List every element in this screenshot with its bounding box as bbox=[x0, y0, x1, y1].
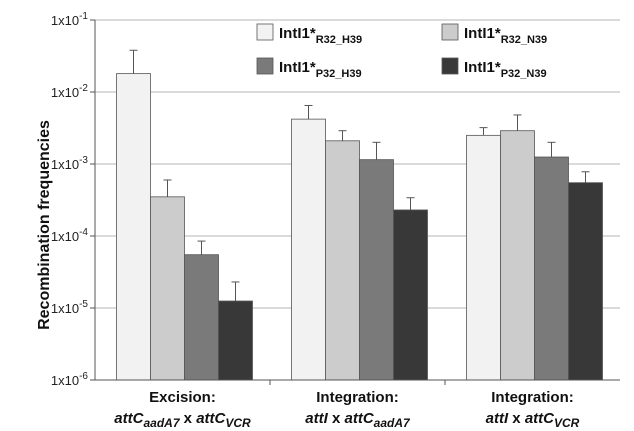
legend-label: IntI1*R32_H39 bbox=[279, 25, 362, 46]
y-tick-label: 1x10-5 bbox=[51, 299, 89, 316]
y-tick-label: 1x10-1 bbox=[51, 11, 89, 28]
bar bbox=[466, 134, 501, 381]
category-sublabel: attI x attCVCR bbox=[486, 410, 580, 430]
bar bbox=[218, 300, 253, 381]
bar bbox=[393, 209, 428, 381]
bar bbox=[534, 156, 569, 381]
category-sublabel: attI x attCaadA7 bbox=[305, 410, 411, 430]
bar bbox=[325, 140, 360, 381]
bar bbox=[500, 130, 535, 381]
category-label: Integration: bbox=[316, 389, 399, 406]
legend-swatch bbox=[441, 23, 459, 41]
category-label: Excision: bbox=[149, 389, 216, 406]
legend: IntI1*R32_H39 IntI1*R32_N39 IntI1*P32_H39 I… bbox=[256, 23, 547, 80]
category-sublabel: attCaadA7 x attCVCR bbox=[114, 410, 251, 430]
y-tick-label: 1x10-4 bbox=[51, 227, 89, 244]
bar bbox=[184, 254, 219, 381]
legend-label: IntI1*P32_H39 bbox=[279, 59, 362, 80]
y-tick-label: 1x10-6 bbox=[51, 371, 89, 388]
bar bbox=[568, 182, 603, 381]
y-tick-label: 1x10-3 bbox=[51, 155, 89, 172]
bar bbox=[150, 196, 185, 381]
bar bbox=[116, 73, 151, 381]
legend-label: IntI1*R32_N39 bbox=[464, 25, 547, 46]
y-tick-labels: 1x10-1 1x10-2 1x10-3 1x10-4 1x10-5 1x10-6 bbox=[51, 11, 89, 388]
legend-swatch bbox=[256, 23, 274, 41]
axes bbox=[90, 19, 620, 385]
y-tick-label: 1x10-2 bbox=[51, 83, 89, 100]
category-labels: Excision: attCaadA7 x attCVCR Integration:… bbox=[114, 389, 579, 430]
y-axis-label: Recombination frequencies bbox=[36, 120, 53, 330]
legend-swatch bbox=[256, 57, 274, 75]
bar bbox=[291, 118, 326, 381]
category-label: Integration: bbox=[491, 389, 574, 406]
bars bbox=[116, 49, 603, 381]
legend-label: IntI1*P32_N39 bbox=[464, 59, 547, 80]
legend-swatch bbox=[441, 57, 459, 75]
bar bbox=[359, 159, 394, 381]
